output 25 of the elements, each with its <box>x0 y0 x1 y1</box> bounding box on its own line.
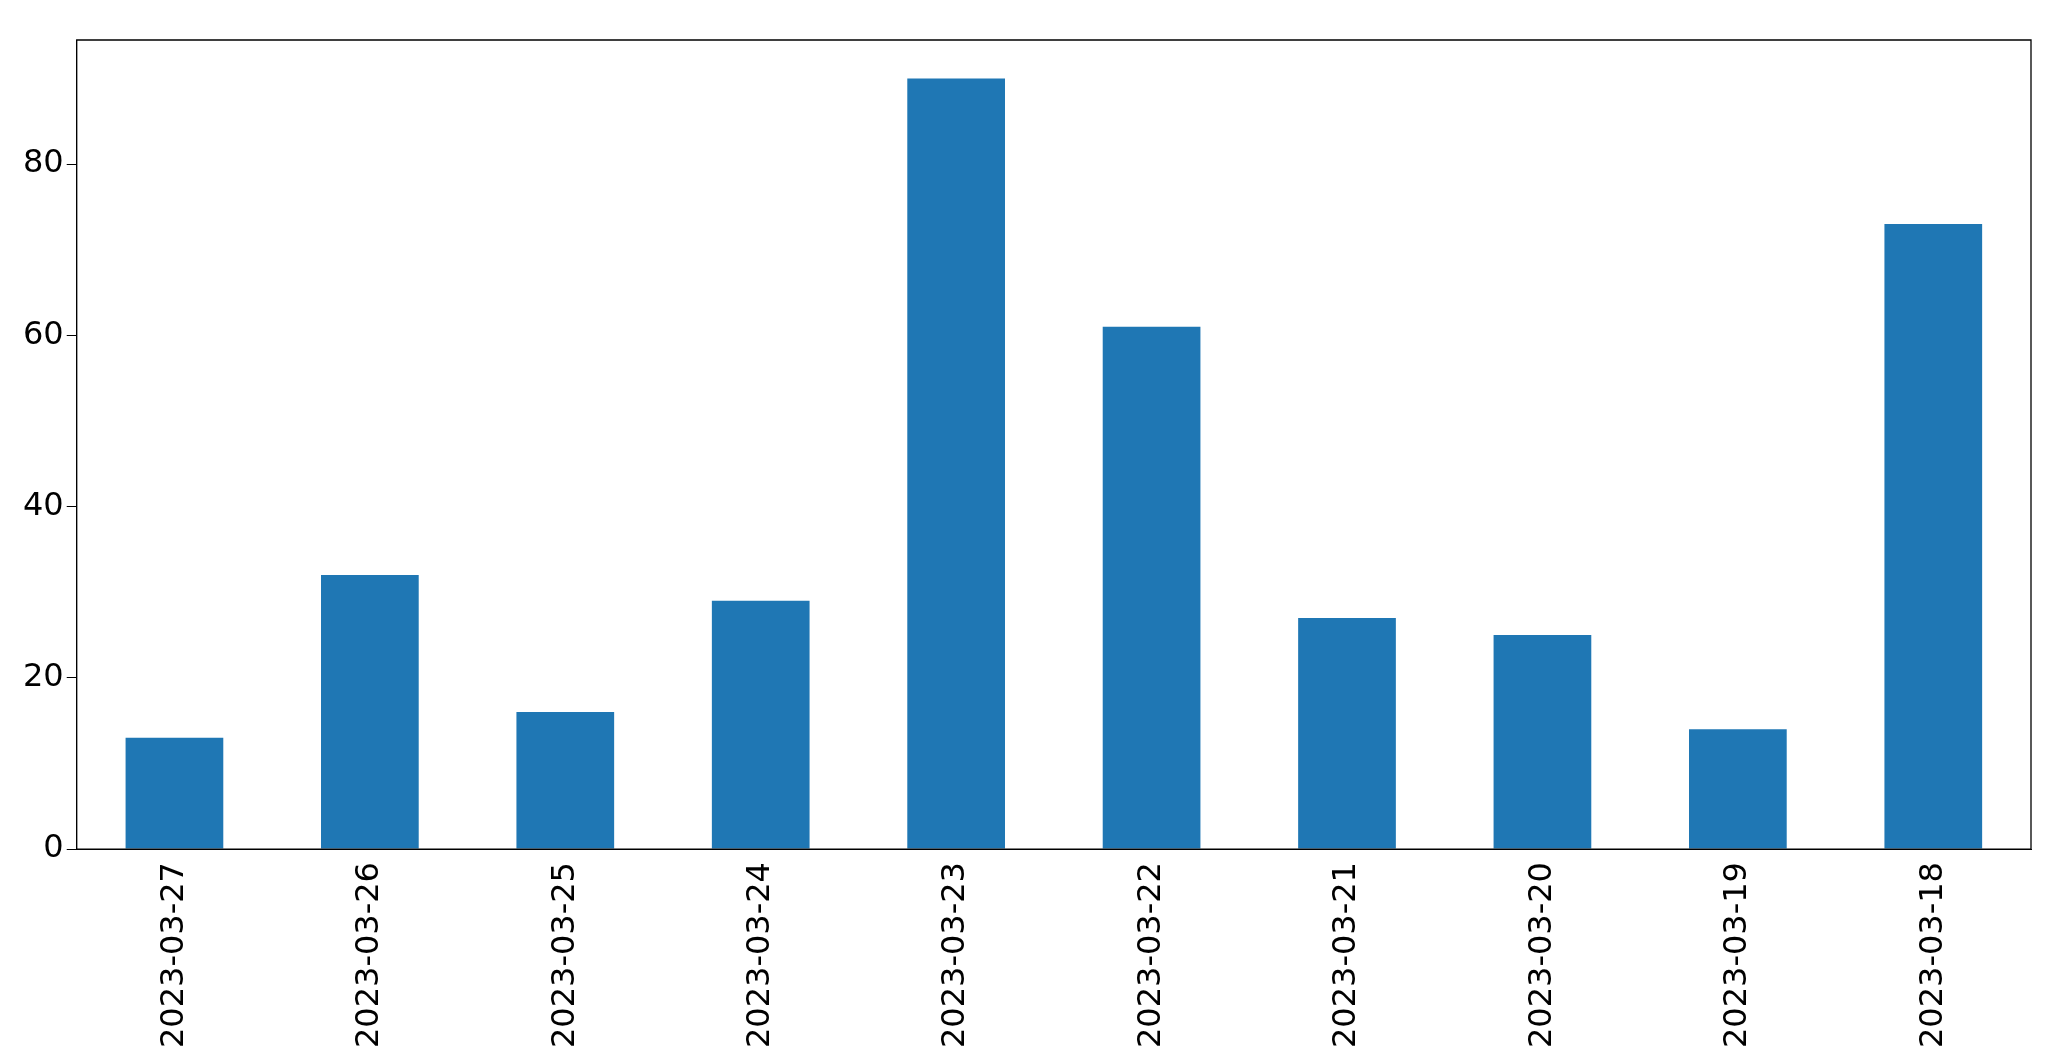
y-tick-label: 0 <box>43 827 64 866</box>
x-tick-label: 2023-03-18 <box>1911 862 1950 1048</box>
bar <box>1102 326 1201 849</box>
bar <box>907 78 1005 849</box>
bar <box>1298 617 1396 849</box>
x-tick-label: 2023-03-25 <box>543 862 582 1048</box>
y-tick-label: 20 <box>23 656 64 695</box>
bar <box>1689 729 1787 849</box>
bar <box>1884 224 1983 849</box>
x-tick-label: 2023-03-22 <box>1129 862 1168 1048</box>
x-tick-label: 2023-03-26 <box>348 862 387 1048</box>
x-tick-label: 2023-03-20 <box>1520 862 1559 1048</box>
bar <box>1493 635 1592 849</box>
y-tick-label: 40 <box>23 484 64 523</box>
bar <box>321 575 419 849</box>
bar <box>516 712 615 849</box>
bar <box>125 737 224 849</box>
y-tick-label: 80 <box>23 142 64 181</box>
x-tick-label: 2023-03-23 <box>934 862 973 1048</box>
x-tick-label: 2023-03-24 <box>739 862 778 1048</box>
x-tick-label: 2023-03-19 <box>1716 862 1755 1048</box>
x-tick-label: 2023-03-27 <box>152 862 191 1048</box>
x-tick-label: 2023-03-21 <box>1325 862 1364 1048</box>
y-tick-label: 60 <box>23 313 64 352</box>
bar <box>711 600 810 849</box>
